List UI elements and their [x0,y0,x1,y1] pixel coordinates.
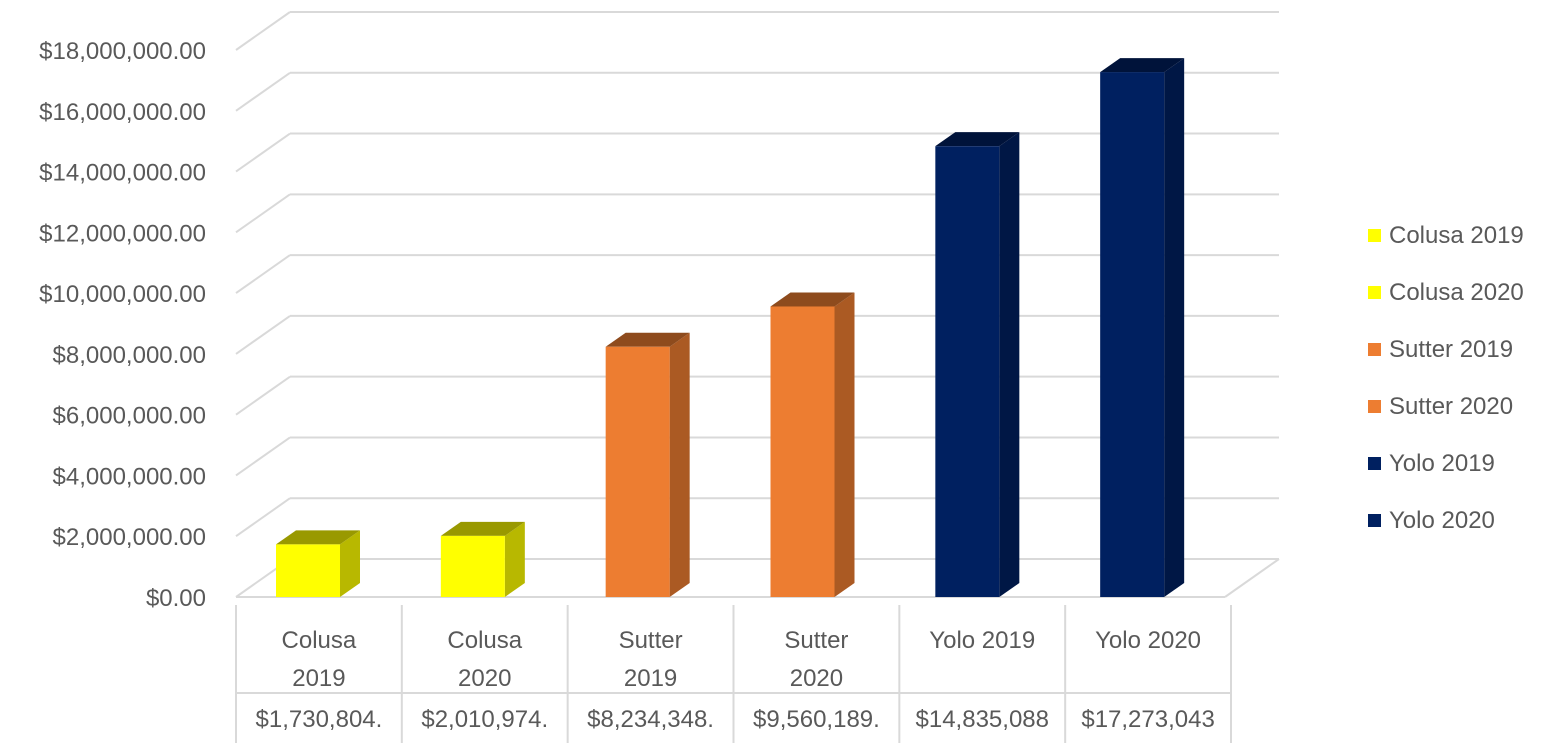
bar-front-face [605,346,670,597]
legend-swatch [1368,286,1381,299]
bar-side-face [1164,58,1185,597]
gridline-diagonal [235,71,291,112]
gridline-diagonal [235,497,291,538]
bar-top-face [605,332,690,347]
legend-swatch [1368,343,1381,356]
data-table-value: $2,010,974. [421,706,548,733]
y-tick-label: $8,000,000.00 [53,342,206,369]
legend-label: Sutter 2019 [1389,335,1514,363]
category-label: Colusa [447,627,522,654]
data-table-value: $14,835,088 [916,706,1049,733]
gridline-diagonal [235,315,291,355]
bar-top-face [770,292,855,307]
bar-side-face [504,521,525,597]
gridline-diagonal [235,254,291,294]
y-tick-label: $0.00 [146,585,206,612]
data-table-value: $9,560,189. [753,706,880,733]
y-axis-tick-labels: $0.00 $2,000,000.00 $4,000,000.00 $6,000,00… [39,38,206,612]
category-label: Yolo 2020 [1095,627,1201,654]
category-label: 2020 [458,665,511,692]
legend-swatch [1368,457,1381,470]
bar-top-face [1100,58,1185,73]
category-label: 2020 [790,665,843,692]
bar-front-face [770,306,835,597]
bar-front-face [440,535,505,597]
legend: Colusa 2019 Colusa 2020 Sutter 2019 Sutt… [1368,207,1543,549]
bar [276,530,360,597]
bar-side-face [999,132,1020,597]
bar [935,132,1020,597]
category-label: Sutter [619,627,683,654]
data-table-value: $1,730,804. [256,706,383,733]
legend-label: Sutter 2020 [1389,392,1514,420]
gridline-diagonal [235,132,291,173]
bar-side-face [669,332,690,597]
y-tick-label: $14,000,000.00 [39,160,206,187]
data-table-value: $8,234,348. [587,706,714,733]
y-tick-label: $4,000,000.00 [53,463,206,490]
bar-side-face [834,292,855,597]
legend-label: Colusa 2020 [1389,278,1524,306]
legend-item-colusa-2019: Colusa 2019 [1368,207,1543,264]
data-table-value: $17,273,043 [1081,706,1214,733]
y-tick-label: $16,000,000.00 [39,99,206,126]
legend-item-colusa-2020: Colusa 2020 [1368,264,1543,321]
y-tick-label: $10,000,000.00 [39,281,206,308]
bar-top-face [276,530,360,545]
legend-label: Colusa 2019 [1389,221,1524,249]
floor-right-edge [1224,558,1280,598]
bar-top-face [935,132,1020,147]
data-table: Colusa 2019 Colusa 2020 Sutter 2019 Sutter 2020… [235,605,1232,743]
y-tick-label: $6,000,000.00 [53,403,206,430]
category-label: Yolo 2019 [929,627,1035,654]
bar [605,332,690,597]
category-label: 2019 [292,665,345,692]
bar-side-face [340,530,360,597]
legend-swatch [1368,514,1381,527]
bar-front-face [276,544,340,597]
bars [276,58,1185,597]
legend-label: Yolo 2019 [1389,449,1495,477]
legend-item-sutter-2020: Sutter 2020 [1368,378,1543,435]
y-tick-label: $12,000,000.00 [39,220,206,247]
y-tick-label: $18,000,000.00 [39,38,206,65]
gridline-diagonal [235,193,291,234]
bar-front-face [935,146,1000,597]
legend-swatch [1368,400,1381,413]
y-tick-label: $2,000,000.00 [53,524,206,551]
legend-item-yolo-2020: Yolo 2020 [1368,492,1543,549]
category-label: Sutter [784,627,848,654]
category-label: Colusa [282,627,357,654]
legend-item-sutter-2019: Sutter 2019 [1368,321,1543,378]
gridline-diagonal [235,11,291,51]
gridline-diagonal [235,375,291,416]
legend-label: Yolo 2020 [1389,506,1495,534]
bar [1100,58,1185,597]
bar-top-face [440,521,525,536]
bar-front-face [1100,72,1165,597]
category-label: 2019 [624,665,677,692]
legend-swatch [1368,229,1381,242]
bar [770,292,855,597]
gridline-diagonal [235,436,291,477]
bar [440,521,525,597]
legend-item-yolo-2019: Yolo 2019 [1368,435,1543,492]
